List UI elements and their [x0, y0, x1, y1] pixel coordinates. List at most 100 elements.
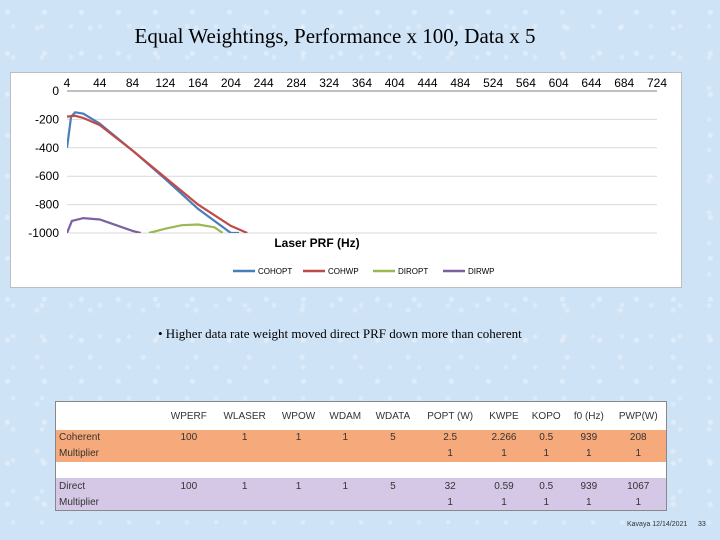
series-line-dirwp [67, 218, 141, 233]
table-cell: 1 [483, 446, 526, 462]
table-body: Coherent 100 1 1 1 5 2.5 2.266 0.5 939 208 Multipli… [56, 430, 666, 510]
x-tick-label: 204 [221, 76, 241, 90]
table-cell [418, 462, 483, 479]
x-tick-label: 604 [549, 76, 569, 90]
table-cell [368, 462, 418, 479]
table-cell [275, 446, 323, 462]
table-cell [322, 494, 368, 510]
table-cell: 1 [567, 446, 610, 462]
bullet-text: • Higher data rate weight moved direct P… [158, 326, 522, 342]
x-tick-label: 444 [418, 76, 438, 90]
table-cell: 1 [215, 430, 275, 446]
weightings-table: WPERF WLASER WPOW WDAM WDATA POPT (W) KWPE KOPO… [56, 402, 666, 510]
table-header-cell [56, 402, 163, 430]
table-header-cell: WPERF [163, 402, 215, 430]
row-label [56, 462, 163, 479]
table-cell: 2.5 [418, 430, 483, 446]
y-tick-label: -800 [35, 198, 59, 212]
x-tick-label: 244 [254, 76, 274, 90]
table-cell: 1 [322, 430, 368, 446]
table-cell [322, 446, 368, 462]
table-cell: 939 [567, 430, 610, 446]
table-cell: 0.5 [525, 478, 567, 494]
table-cell: 5 [368, 430, 418, 446]
table-cell: 0.59 [483, 478, 526, 494]
table-cell [275, 462, 323, 479]
table-cell [483, 462, 526, 479]
legend-entry: DIROPT [398, 267, 428, 276]
table-cell: 32 [418, 478, 483, 494]
table-cell [368, 494, 418, 510]
legend-entry: DIRWP [468, 267, 495, 276]
x-tick-label: 364 [352, 76, 372, 90]
x-tick-label: 164 [188, 76, 208, 90]
table-cell: 1 [525, 494, 567, 510]
table-cell [163, 494, 215, 510]
chart-area: 0 -200 -400 -600 -800 -1000 4 44 84 124 164 204 244 2… [10, 72, 682, 288]
table-cell [611, 462, 666, 479]
table-cell: 100 [163, 478, 215, 494]
x-tick-label: 524 [483, 76, 503, 90]
table-cell: 1 [275, 478, 323, 494]
x-tick-label: 484 [450, 76, 470, 90]
table-cell [525, 462, 567, 479]
y-tick-label: -200 [35, 112, 59, 126]
row-label: Multiplier [56, 446, 163, 462]
table-cell [163, 446, 215, 462]
table-cell [163, 462, 215, 479]
x-axis-label: Laser PRF (Hz) [274, 236, 359, 250]
row-label: Coherent [56, 430, 163, 446]
table-cell [215, 446, 275, 462]
table-cell: 0.5 [525, 430, 567, 446]
x-tick-label: 684 [614, 76, 634, 90]
table-cell: 1 [525, 446, 567, 462]
table-row: Coherent 100 1 1 1 5 2.5 2.266 0.5 939 208 [56, 430, 666, 446]
table-cell: 5 [368, 478, 418, 494]
table-cell [567, 462, 610, 479]
y-tick-label: -600 [35, 169, 59, 183]
table-row [56, 462, 666, 479]
table-cell: 1 [611, 494, 666, 510]
table-header-cell: POPT (W) [418, 402, 483, 430]
table-cell: 100 [163, 430, 215, 446]
table-cell: 1 [275, 430, 323, 446]
x-tick-label: 644 [581, 76, 601, 90]
footer-author-date: Kavaya 12/14/2021 [627, 521, 687, 528]
x-tick-label: 324 [319, 76, 339, 90]
table-header-cell: KOPO [525, 402, 567, 430]
x-tick-label: 124 [155, 76, 175, 90]
table-header-row: WPERF WLASER WPOW WDAM WDATA POPT (W) KWPE KOPO… [56, 402, 666, 430]
row-label: Multiplier [56, 494, 163, 510]
table-cell: 1 [567, 494, 610, 510]
table-header-cell: WPOW [275, 402, 323, 430]
table-header-cell: WLASER [215, 402, 275, 430]
series-line-cohwp [67, 116, 247, 233]
y-tick-label: 0 [52, 84, 59, 98]
y-tick-label: -1000 [28, 226, 59, 240]
x-tick-label: 4 [64, 76, 71, 90]
y-tick-label: -400 [35, 141, 59, 155]
table-cell: 1 [418, 446, 483, 462]
table-header-cell: WDATA [368, 402, 418, 430]
x-tick-label: 724 [647, 76, 667, 90]
table-header-cell: f0 (Hz) [567, 402, 610, 430]
table-cell: 1067 [611, 478, 666, 494]
page-number: 33 [698, 521, 706, 528]
table-cell [368, 446, 418, 462]
table-row: Multiplier 1 1 1 1 1 [56, 494, 666, 510]
table-cell [215, 462, 275, 479]
table-header-cell: KWPE [483, 402, 526, 430]
x-tick-label: 404 [385, 76, 405, 90]
table-cell [215, 494, 275, 510]
table-row: Direct 100 1 1 1 5 32 0.59 0.5 939 1067 [56, 478, 666, 494]
legend-entry: COHWP [328, 267, 359, 276]
table-cell: 2.266 [483, 430, 526, 446]
weightings-table-box: WPERF WLASER WPOW WDAM WDATA POPT (W) KWPE KOPO… [55, 401, 667, 511]
row-label: Direct [56, 478, 163, 494]
table-cell: 1 [483, 494, 526, 510]
table-cell: 1 [418, 494, 483, 510]
table-cell: 208 [611, 430, 666, 446]
x-tick-label: 84 [126, 76, 140, 90]
x-tick-label: 284 [286, 76, 306, 90]
x-tick-label: 44 [93, 76, 107, 90]
